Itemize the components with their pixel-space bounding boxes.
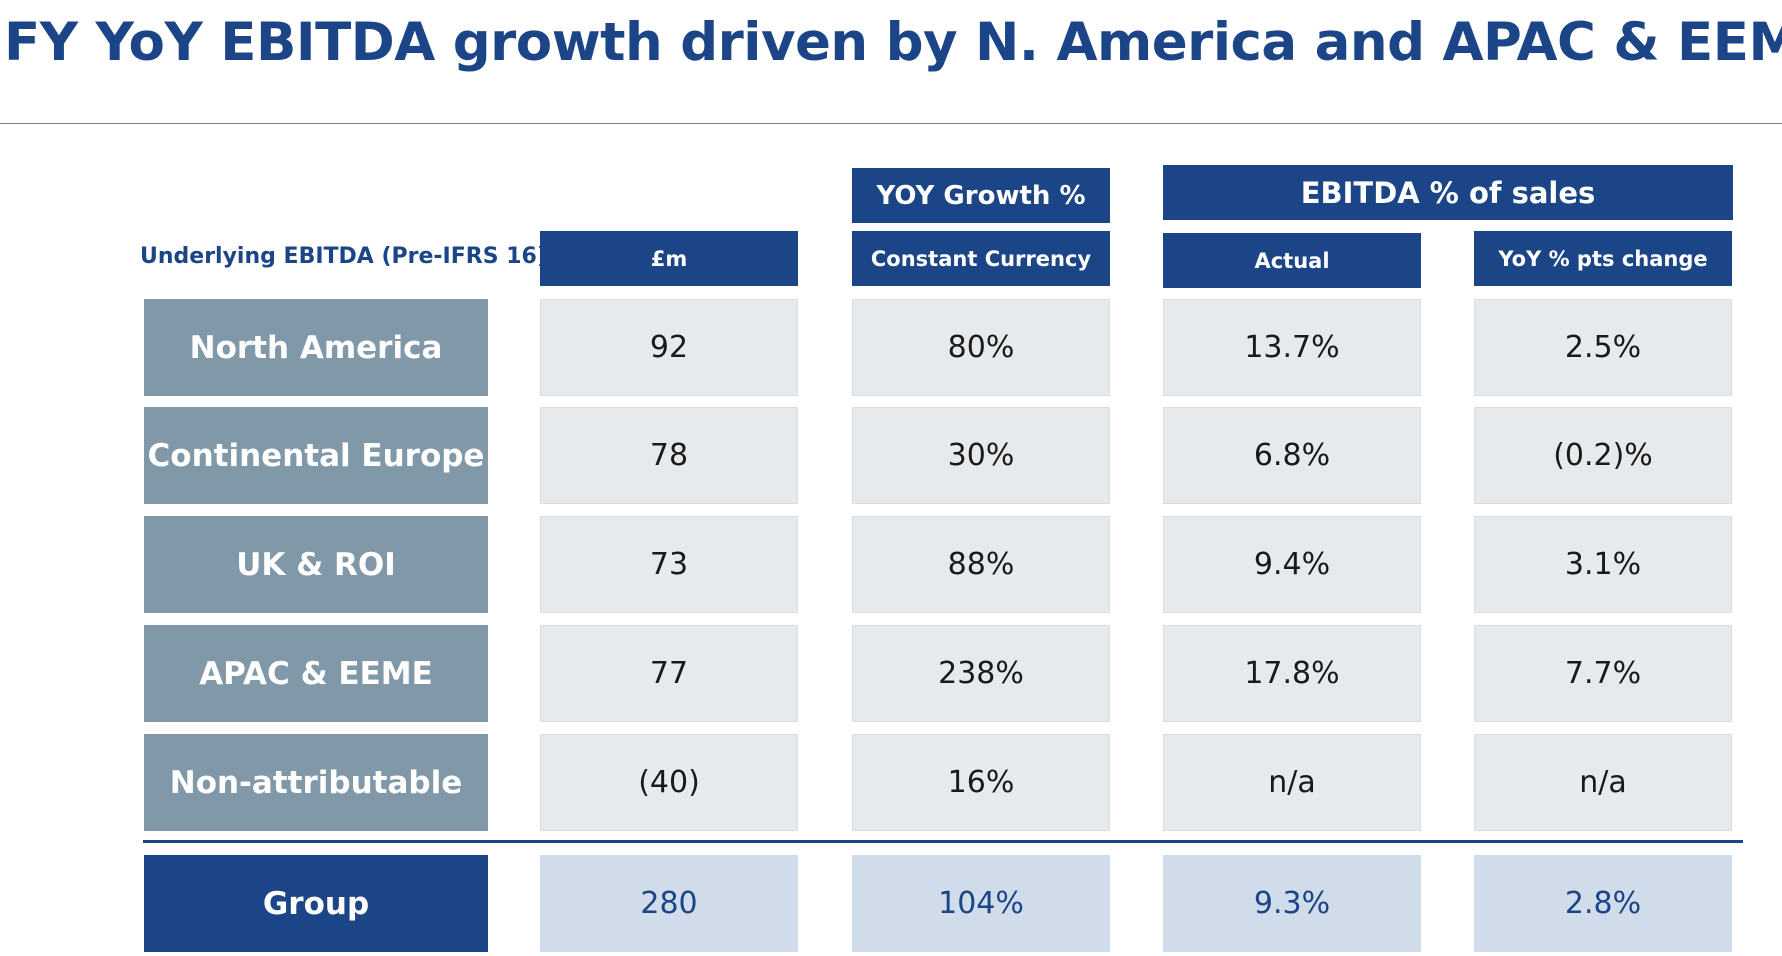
row-label-group: Group: [144, 855, 488, 952]
table-cell: 73: [540, 516, 798, 613]
row-label-north-america: North America: [144, 299, 488, 396]
table-cell: 9.4%: [1163, 516, 1421, 613]
table-cell: 92: [540, 299, 798, 396]
table-cell: 80%: [852, 299, 1110, 396]
row-label-uk-roi: UK & ROI: [144, 516, 488, 613]
total-divider: [143, 840, 1743, 843]
column-header-constant-currency: Constant Currency: [852, 231, 1110, 286]
page-title: FY YoY EBITDA growth driven by N. Americ…: [4, 12, 1782, 73]
table-cell: n/a: [1474, 734, 1732, 831]
total-cell: 9.3%: [1163, 855, 1421, 952]
table-cell: 78: [540, 407, 798, 504]
table-cell: 30%: [852, 407, 1110, 504]
row-label-continental-europe: Continental Europe: [144, 407, 488, 504]
table-cell: 6.8%: [1163, 407, 1421, 504]
table-cell: 77: [540, 625, 798, 722]
table-cell: 88%: [852, 516, 1110, 613]
table-cell: 2.5%: [1474, 299, 1732, 396]
column-header-yoy-pts-change: YoY % pts change: [1474, 231, 1732, 286]
header-yoy-growth: YOY Growth %: [852, 168, 1110, 223]
table-cell: 16%: [852, 734, 1110, 831]
total-cell: 2.8%: [1474, 855, 1732, 952]
title-divider: [0, 123, 1782, 124]
column-header-actual: Actual: [1163, 233, 1421, 288]
table-cell: n/a: [1163, 734, 1421, 831]
row-label-non-attributable: Non-attributable: [144, 734, 488, 831]
table-cell: (40): [540, 734, 798, 831]
column-header-gbp-m: £m: [540, 231, 798, 286]
header-ebitda-pct-sales: EBITDA % of sales: [1163, 165, 1733, 220]
table-cell: 17.8%: [1163, 625, 1421, 722]
row-header-label: Underlying EBITDA (Pre-IFRS 16): [140, 244, 547, 269]
total-cell: 280: [540, 855, 798, 952]
table-cell: 3.1%: [1474, 516, 1732, 613]
table-cell: 7.7%: [1474, 625, 1732, 722]
row-label-apac-eeme: APAC & EEME: [144, 625, 488, 722]
total-cell: 104%: [852, 855, 1110, 952]
table-cell: 13.7%: [1163, 299, 1421, 396]
table-cell: (0.2)%: [1474, 407, 1732, 504]
table-cell: 238%: [852, 625, 1110, 722]
